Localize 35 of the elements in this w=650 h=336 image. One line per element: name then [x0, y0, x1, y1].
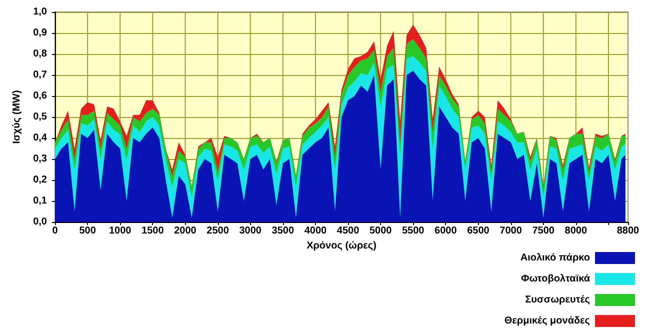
x-tick-label: 7000 [500, 226, 522, 236]
x-tick-label: 4500 [336, 226, 360, 236]
x-tick-label: 0 [52, 226, 58, 236]
x-tick-label: 5500 [402, 226, 425, 236]
y-tick-label: 0,0 [33, 216, 48, 228]
y-axis-title: Ισχύς (MW) [12, 90, 23, 144]
x-tick-label: 7500 [532, 226, 555, 236]
y-tick-label: 0,6 [33, 90, 48, 102]
x-tick-label: 1500 [142, 226, 164, 236]
x-tick-label: 1000 [108, 226, 132, 236]
x-tick-label: 2500 [206, 226, 230, 236]
y-tick-label: 0,7 [33, 70, 48, 80]
x-tick-label: 6500 [467, 226, 490, 236]
x-tick-label: 8000 [564, 226, 588, 236]
x-axis-title: Χρόνος (ώρες) [306, 240, 376, 252]
x-tick-label: 2000 [174, 226, 197, 236]
y-tick-label: 1,0 [33, 6, 48, 18]
y-tick-label: 0,4 [33, 132, 48, 144]
y-tick-label: 0,9 [33, 28, 48, 38]
y-tick-label: 0,5 [33, 112, 48, 122]
y-tick-label: 0,2 [33, 174, 48, 186]
x-tick-label: 6000 [434, 226, 458, 236]
x-tick-label: 5000 [369, 226, 392, 236]
x-tick-label: 3500 [272, 226, 294, 236]
legend-label: Θερμικές μονάδες [504, 316, 590, 326]
x-tick-label: 8800 [616, 226, 640, 236]
legend-label: Αιολικό πάρκο [520, 252, 590, 264]
legend-label: Συσσωρευτές [525, 294, 590, 306]
y-tick-label: 0,8 [33, 48, 48, 60]
x-tick-label: 3000 [239, 226, 262, 236]
x-tick-label: 500 [79, 226, 96, 236]
y-tick-label: 0,1 [33, 196, 48, 206]
y-tick-label: 0,3 [33, 154, 48, 164]
legend-label: Φωτοβολταϊκά [521, 274, 591, 284]
x-tick-label: 4000 [304, 226, 328, 236]
